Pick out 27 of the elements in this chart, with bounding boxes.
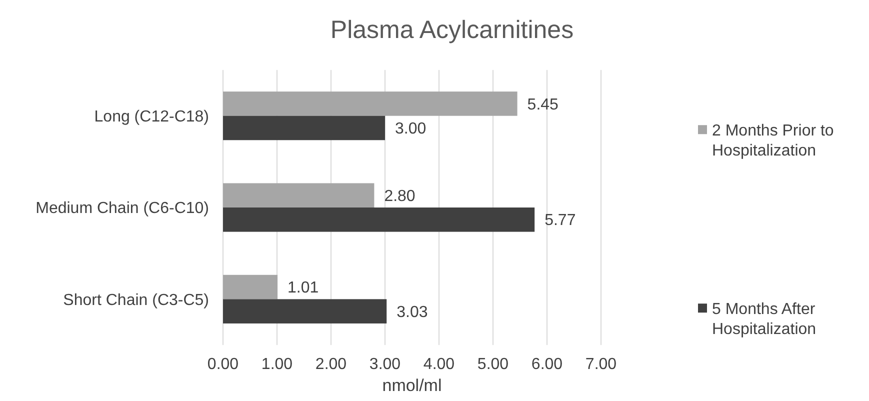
legend-label: 5 Months After Hospitalization (712, 301, 816, 338)
x-tick-label: 3.00 (369, 356, 401, 373)
y-tick-label: Long (C12-C18) (94, 108, 209, 126)
bar (223, 116, 385, 140)
data-label: 5.77 (544, 212, 576, 230)
data-label: 5.45 (527, 96, 559, 114)
data-label: 3.00 (395, 120, 426, 138)
bar (223, 183, 374, 208)
bar (223, 92, 518, 116)
y-tick-label: Medium Chain (C6-C10) (36, 200, 209, 218)
x-axis-title: nmol/ml (382, 376, 442, 395)
data-label: 3.03 (396, 304, 428, 321)
x-tick-label: 1.00 (261, 356, 293, 373)
x-tick-label: 2.00 (315, 356, 347, 373)
chart-title: Plasma Acylcarnitines (330, 16, 574, 44)
legend-label: 2 Months Prior to Hospitalization (712, 122, 834, 160)
data-label: 2.80 (384, 188, 416, 205)
x-tick-label: 6.00 (531, 356, 563, 373)
x-tick-label: 7.00 (585, 356, 617, 373)
data-label: 1.01 (288, 280, 319, 297)
x-tick-label: 0.00 (207, 356, 239, 373)
bar (223, 299, 387, 324)
bar (223, 208, 535, 232)
x-tick-label: 4.00 (423, 356, 455, 373)
bar (223, 274, 278, 300)
y-tick-label: Short Chain (C3-C5) (63, 292, 209, 309)
x-tick-label: 5.00 (477, 356, 509, 373)
